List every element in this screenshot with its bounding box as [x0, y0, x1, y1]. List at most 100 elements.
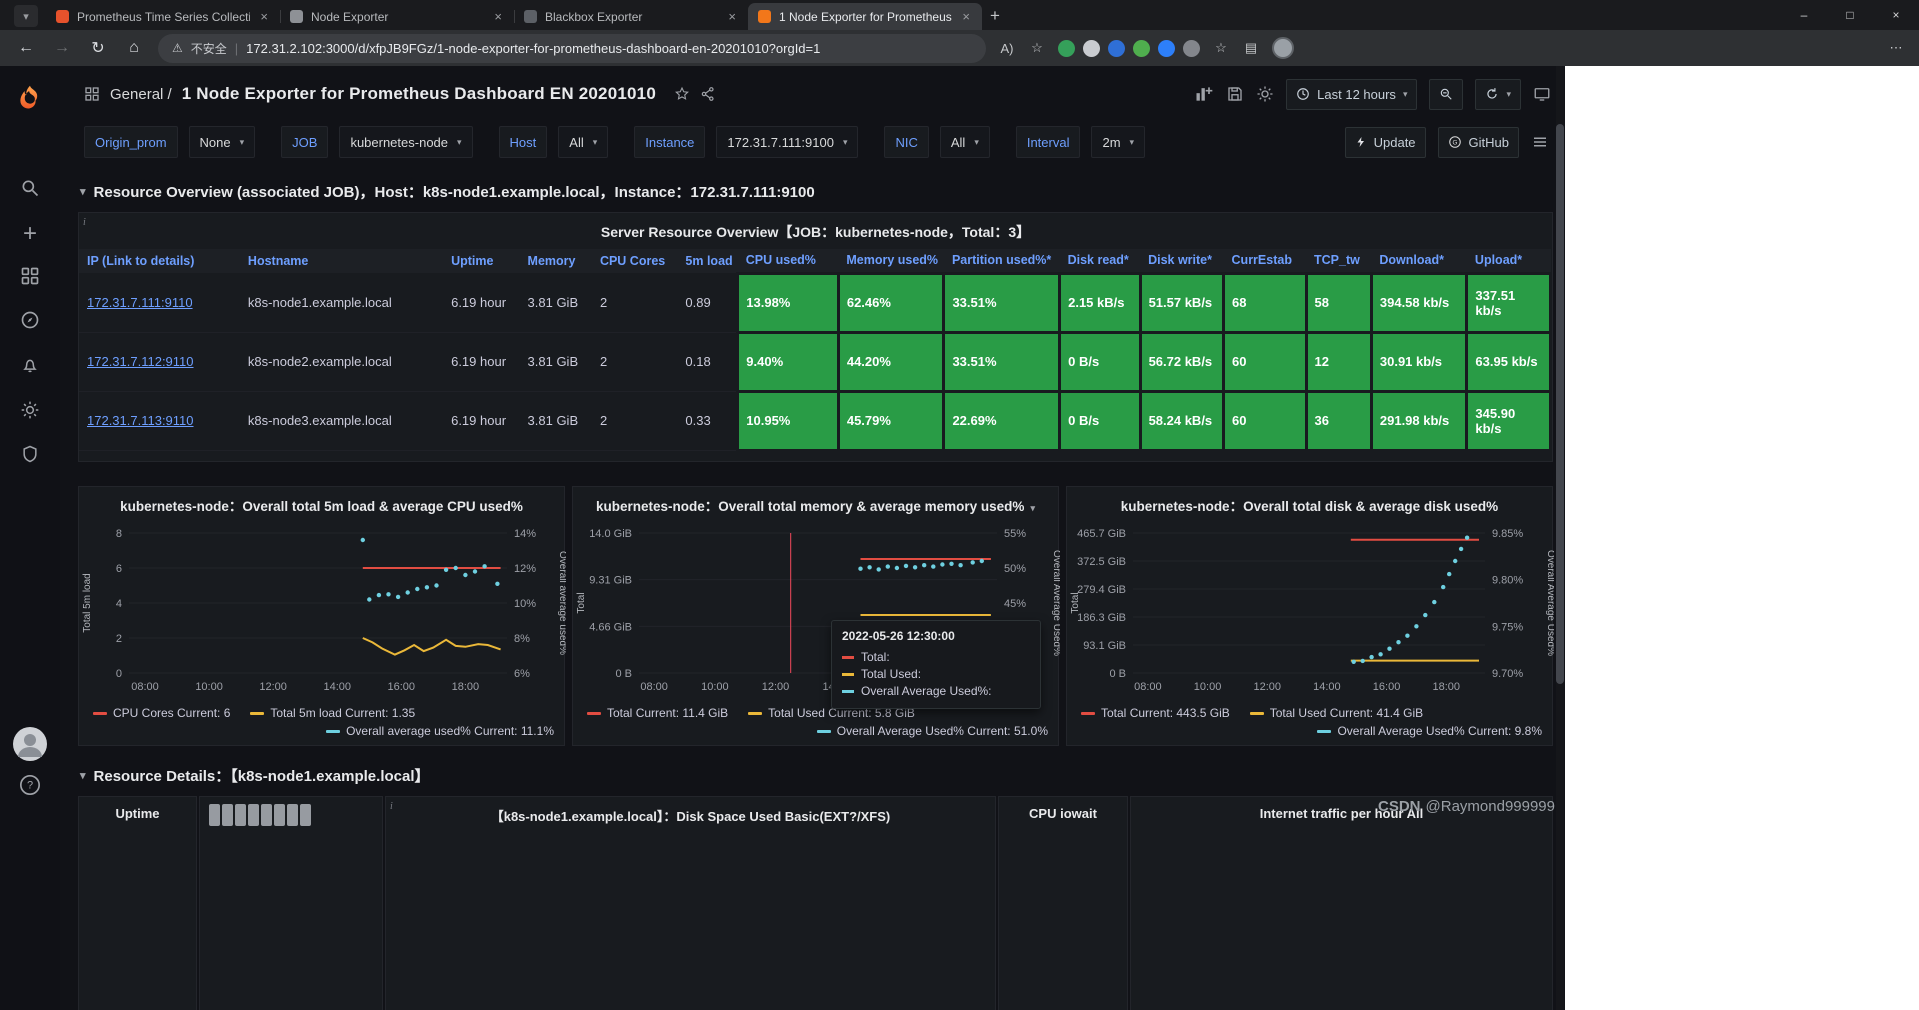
- column-header[interactable]: CurrEstab: [1223, 249, 1306, 273]
- ip-link[interactable]: 172.31.7.111:9110: [87, 294, 193, 310]
- close-button[interactable]: ×: [1892, 7, 1900, 22]
- profile-avatar[interactable]: [1272, 37, 1294, 59]
- extension-icon[interactable]: [1083, 39, 1100, 57]
- admin-shield-icon[interactable]: [0, 444, 60, 464]
- tab-close-icon[interactable]: ×: [728, 9, 736, 24]
- legend-item[interactable]: Total Current: 443.5 GiB: [1081, 704, 1230, 722]
- variable-value-dropdown[interactable]: All ▾: [558, 126, 609, 158]
- save-icon[interactable]: [1226, 85, 1244, 103]
- read-aloud-icon[interactable]: A): [1000, 40, 1014, 56]
- legend-item[interactable]: CPU Cores Current: 6: [93, 704, 230, 722]
- variable-value-dropdown[interactable]: None ▾: [188, 126, 256, 158]
- legend-item[interactable]: Total 5m load Current: 1.35: [250, 704, 415, 722]
- cycle-view-monitor-icon[interactable]: [1533, 85, 1551, 103]
- tab-close-icon[interactable]: ×: [494, 9, 502, 24]
- create-plus-icon[interactable]: +: [22, 220, 37, 247]
- variable-label[interactable]: Origin_prom: [84, 126, 178, 158]
- legend-item[interactable]: Overall average used% Current: 11.1%: [326, 722, 554, 740]
- collections-icon[interactable]: ▤: [1244, 40, 1258, 55]
- extension-icon[interactable]: [1183, 39, 1200, 57]
- dashboards-icon[interactable]: [0, 266, 60, 286]
- section-resource-overview[interactable]: ▾ Resource Overview (associated JOB)，Hos…: [80, 178, 815, 204]
- legend-item[interactable]: Overall Average Used% Current: 9.8%: [1317, 722, 1542, 740]
- alerting-bell-icon[interactable]: [0, 355, 60, 375]
- column-header[interactable]: Memory used%: [838, 249, 944, 273]
- variable-value-dropdown[interactable]: All ▾: [939, 126, 990, 158]
- extension-icon[interactable]: [1108, 39, 1125, 57]
- ip-link[interactable]: 172.31.7.112:9110: [87, 354, 194, 369]
- traffic-panel[interactable]: Internet traffic per hour All: [1130, 796, 1553, 1010]
- variable-value-dropdown[interactable]: kubernetes-node ▾: [339, 126, 473, 158]
- security-label[interactable]: 不安全: [190, 41, 227, 56]
- legend-item[interactable]: Overall Average Used% Current: 51.0%: [816, 722, 1048, 740]
- section-resource-details[interactable]: ▾ Resource Details：【k8s-node1.example.lo…: [80, 762, 430, 788]
- legend-item[interactable]: Total Current: 11.4 GiB: [587, 704, 728, 722]
- dashboard-grid-icon[interactable]: [84, 86, 100, 102]
- settings-ellipsis-icon[interactable]: ⋯: [1889, 40, 1903, 55]
- load-cpu-chart-panel[interactable]: kubernetes-node：Overall total 5m load & …: [78, 486, 566, 746]
- memory-chart-panel[interactable]: kubernetes-node：Overall total memory & a…: [572, 486, 1060, 746]
- disk-chart-panel[interactable]: kubernetes-node：Overall total disk & ave…: [1066, 486, 1554, 746]
- variable-label[interactable]: Instance: [634, 126, 706, 158]
- github-button[interactable]: G GitHub: [1437, 126, 1519, 158]
- forward-icon[interactable]: →: [54, 39, 70, 56]
- disk-space-panel[interactable]: i 【k8s-node1.example.local】：Disk Space U…: [385, 796, 996, 1010]
- column-header[interactable]: CPU Cores: [591, 249, 678, 273]
- browser-tab[interactable]: 1 Node Exporter for Prometheus ×: [748, 3, 982, 30]
- explore-compass-icon[interactable]: [0, 310, 60, 330]
- column-header[interactable]: Partition used%*: [943, 249, 1060, 273]
- variable-value-dropdown[interactable]: 2m ▾: [1091, 126, 1146, 158]
- grafana-logo[interactable]: [0, 84, 60, 112]
- reload-icon[interactable]: ↻: [91, 40, 105, 57]
- hamburger-menu-icon[interactable]: [1531, 133, 1549, 151]
- info-icon[interactable]: i: [390, 801, 393, 812]
- variable-label[interactable]: JOB: [281, 126, 329, 158]
- help-icon[interactable]: ?: [0, 774, 60, 796]
- info-icon[interactable]: i: [83, 217, 86, 228]
- favorites-icon[interactable]: ☆: [1215, 40, 1227, 55]
- page-scrollbar[interactable]: [1556, 66, 1564, 1010]
- add-favorite-icon[interactable]: ☆: [1031, 40, 1043, 55]
- column-header[interactable]: Download*: [1371, 249, 1467, 273]
- configuration-gear-icon[interactable]: [0, 400, 60, 420]
- uptime-panel[interactable]: Uptime: [78, 796, 197, 1010]
- back-icon[interactable]: ←: [18, 39, 34, 56]
- chevron-down-icon[interactable]: ▾: [1506, 88, 1511, 99]
- tab-search-icon[interactable]: ▾: [14, 5, 38, 27]
- chart-plot[interactable]: 0 2 4 6 8 6% 8% 10% 12% 14% 08:00 10:00 12:00 14:00 16…: [79, 513, 566, 705]
- extension-icon[interactable]: [1058, 39, 1075, 57]
- variable-label[interactable]: NIC: [884, 126, 929, 158]
- share-icon[interactable]: [700, 86, 716, 102]
- maximize-button[interactable]: □: [1846, 7, 1854, 22]
- panel-menu-caret-icon[interactable]: ▾: [1030, 503, 1035, 513]
- address-bar[interactable]: ⚠ 不安全 | 172.31.2.102:3000/d/xfpJB9FGz/1-…: [158, 33, 986, 63]
- new-tab-button[interactable]: +: [990, 6, 1000, 25]
- ip-link[interactable]: 172.31.7.113:9110: [87, 413, 194, 428]
- url-text[interactable]: 172.31.2.102:3000/d/xfpJB9FGz/1-node-exp…: [246, 40, 821, 56]
- time-range-picker[interactable]: Last 12 hours ▾: [1286, 78, 1418, 110]
- add-panel-icon[interactable]: [1194, 84, 1214, 104]
- browser-tab[interactable]: Prometheus Time Series Collecti ×: [46, 3, 281, 30]
- update-button[interactable]: Update: [1344, 126, 1426, 158]
- search-icon[interactable]: [0, 178, 60, 198]
- star-icon[interactable]: [674, 86, 690, 102]
- chart-plot[interactable]: 0 B 93.1 GiB 186.3 GiB 279.4 GiB 372.5 GiB 46…: [1067, 513, 1554, 705]
- column-header[interactable]: Hostname: [239, 249, 444, 273]
- variable-value-dropdown[interactable]: 172.31.7.111:9100 ▾: [716, 126, 859, 158]
- user-avatar[interactable]: [0, 726, 60, 762]
- tab-close-icon[interactable]: ×: [962, 9, 970, 24]
- legend-item[interactable]: Total Used Current: 41.4 GiB: [1249, 704, 1423, 722]
- legend-item[interactable]: Total Used Current: 5.8 GiB: [748, 704, 915, 722]
- variable-label[interactable]: Host: [498, 126, 548, 158]
- column-header[interactable]: Memory: [519, 249, 592, 273]
- column-header[interactable]: Disk read*: [1059, 249, 1141, 273]
- column-header[interactable]: IP (Link to details): [79, 249, 240, 273]
- extension-icon[interactable]: [1158, 39, 1175, 57]
- extension-icon[interactable]: [1133, 39, 1150, 57]
- column-header[interactable]: TCP_tw: [1306, 249, 1372, 273]
- cpu-iowait-panel[interactable]: CPU iowait: [998, 796, 1128, 1010]
- scrollbar-thumb[interactable]: [1556, 124, 1564, 684]
- dashboard-settings-gear-icon[interactable]: [1256, 85, 1274, 103]
- tab-close-icon[interactable]: ×: [260, 9, 268, 24]
- column-header[interactable]: CPU used%: [737, 249, 839, 273]
